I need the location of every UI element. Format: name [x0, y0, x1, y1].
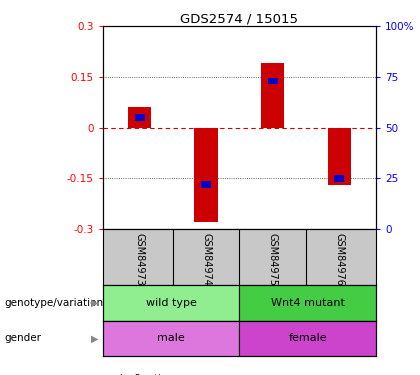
Bar — [239, 321, 376, 356]
Text: female: female — [289, 333, 327, 344]
Bar — [268, 78, 278, 84]
Bar — [201, 181, 211, 188]
Text: GSM84975: GSM84975 — [268, 233, 278, 286]
Text: GSM84973: GSM84973 — [134, 233, 144, 286]
Text: ■: ■ — [103, 374, 112, 375]
Text: ▶: ▶ — [91, 333, 99, 344]
Bar — [239, 285, 376, 321]
Bar — [334, 175, 344, 181]
Text: GSM84976: GSM84976 — [334, 233, 344, 286]
Title: GDS2574 / 15015: GDS2574 / 15015 — [181, 12, 298, 25]
Bar — [134, 114, 144, 121]
Bar — [261, 63, 284, 128]
Bar — [328, 128, 351, 185]
Bar — [128, 107, 151, 128]
Text: Wnt4 mutant: Wnt4 mutant — [271, 298, 344, 308]
Bar — [103, 321, 239, 356]
Bar — [194, 128, 218, 222]
Text: wild type: wild type — [146, 298, 197, 308]
Text: male: male — [157, 333, 185, 344]
Text: ▶: ▶ — [91, 298, 99, 308]
Text: GSM84974: GSM84974 — [201, 233, 211, 286]
Text: genotype/variation: genotype/variation — [4, 298, 103, 308]
Text: gender: gender — [4, 333, 41, 344]
Text: log2 ratio: log2 ratio — [120, 374, 166, 375]
Bar — [103, 285, 239, 321]
